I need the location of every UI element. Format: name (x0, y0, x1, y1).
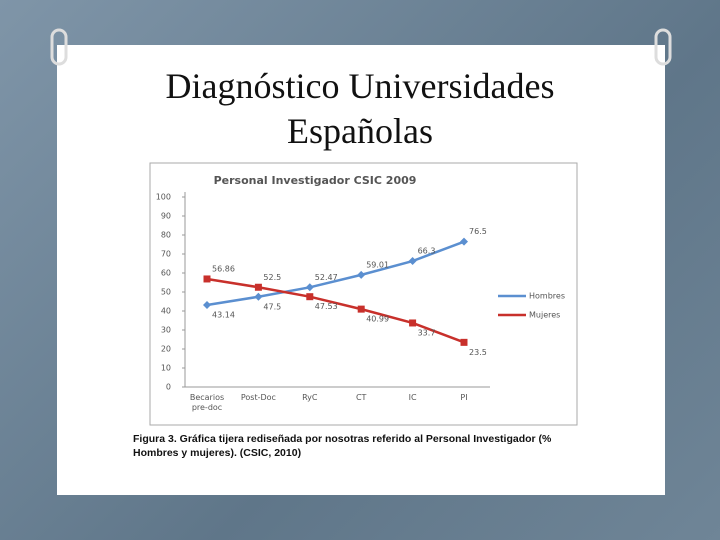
y-tick-label: 20 (161, 345, 171, 354)
y-tick-label: 40 (161, 307, 171, 316)
y-tick-label: 90 (161, 212, 171, 221)
y-tick-label: 70 (161, 250, 171, 259)
marker (357, 270, 366, 279)
marker (203, 275, 211, 283)
series-line (206, 277, 465, 344)
marker (305, 283, 314, 292)
series-line (206, 240, 465, 307)
x-tick-label: CT (355, 393, 367, 402)
data-label: 43.14 (212, 311, 235, 320)
chart-title: Personal Investigador CSIC 2009 (214, 174, 417, 187)
caption: Figura 3. Gráfica tijera rediseñada por … (133, 433, 552, 459)
data-label: 76.5 (469, 227, 487, 236)
y-tick-label: 80 (161, 231, 171, 240)
data-label: 33.7 (418, 328, 436, 337)
chart-frame (149, 162, 578, 426)
x-tick-label: Becarios pre-doc (189, 393, 225, 412)
y-tick-label: 60 (161, 269, 171, 278)
marker (357, 305, 365, 313)
data-label: 47.53 (315, 302, 338, 311)
data-label: 59.01 (366, 260, 389, 269)
y-tick-label: 30 (161, 326, 171, 335)
legend-label: Hombres (529, 292, 565, 301)
legend-label: Mujeres (529, 311, 560, 320)
y-tick-label: 0 (166, 383, 171, 392)
data-label: 52.47 (315, 273, 338, 282)
data-label: 23.5 (469, 348, 487, 357)
y-tick-label: 100 (156, 193, 171, 202)
marker (408, 257, 417, 266)
data-label: 40.99 (366, 315, 389, 324)
data-label: 56.86 (212, 264, 235, 273)
marker (460, 338, 468, 346)
marker (460, 237, 468, 246)
y-tick-label: 50 (161, 288, 171, 297)
marker (254, 283, 262, 291)
x-tick-label: PI (460, 393, 468, 402)
clip (50, 28, 68, 66)
x-tick-label: RyC (302, 393, 318, 402)
data-label: 66.3 (418, 247, 436, 256)
slide-title: Diagnóstico Universidades Españolas (166, 66, 555, 151)
data-label: 52.5 (263, 273, 281, 282)
marker (306, 293, 314, 301)
clip (654, 28, 672, 66)
data-label: 47.5 (263, 302, 281, 311)
x-tick-label: IC (408, 393, 417, 402)
marker (203, 301, 211, 310)
marker (254, 292, 263, 301)
x-tick-label: Post-Doc (240, 393, 276, 402)
marker (409, 319, 417, 327)
y-tick-label: 10 (161, 364, 171, 373)
